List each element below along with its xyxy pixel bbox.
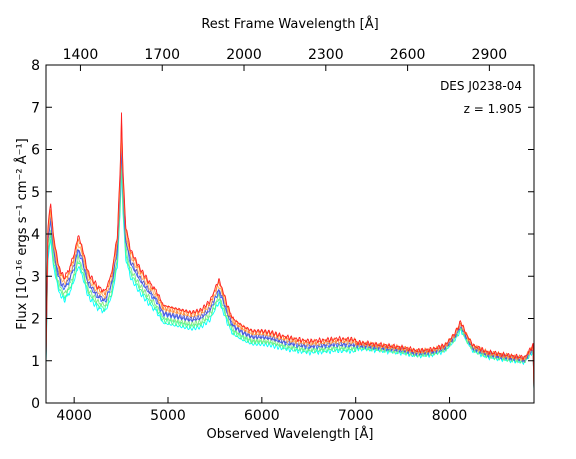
series-layer (45, 112, 535, 392)
y-tick-label: 4 (31, 227, 40, 243)
top-tick-label: 2600 (390, 47, 426, 63)
top-axis-title: Rest Frame Wavelength [Å] (201, 16, 378, 32)
object-name-annotation: DES J0238-04 (440, 79, 522, 93)
spectrum-line (45, 129, 535, 390)
y-tick-label: 7 (31, 100, 40, 116)
y-axis-title: Flux [10⁻¹⁶ ergs s⁻¹ cm⁻² Å⁻¹] (14, 138, 30, 330)
top-tick-label: 2900 (472, 47, 508, 63)
y-tick-label: 1 (31, 354, 40, 370)
top-tick-label: 1400 (63, 47, 99, 63)
y-tick-label: 6 (31, 143, 40, 159)
spectrum-line (45, 112, 535, 390)
y-tick-label: 0 (31, 396, 40, 412)
y-tick-label: 5 (31, 185, 40, 201)
x-tick-label: 5000 (150, 408, 186, 424)
top-tick-label: 1700 (144, 47, 180, 63)
x-tick-label: 8000 (432, 408, 468, 424)
spectrum-line (45, 120, 535, 390)
spectrum-line (45, 140, 535, 391)
x-tick-label: 6000 (244, 408, 280, 424)
ticks-layer: 4000 5000 6000 7000 8000 0 1 2 3 4 5 6 7 8 1400 1700 200… (31, 47, 534, 424)
y-tick-label: 3 (31, 269, 40, 285)
y-tick-label: 2 (31, 312, 40, 328)
top-tick-label: 2000 (226, 47, 262, 63)
top-tick-label: 2300 (308, 47, 344, 63)
redshift-annotation: z = 1.905 (464, 102, 522, 116)
x-axis-title: Observed Wavelength [Å] (207, 426, 374, 442)
y-tick-label: 8 (31, 58, 40, 74)
x-tick-label: 7000 (338, 408, 374, 424)
x-tick-label: 4000 (56, 408, 92, 424)
